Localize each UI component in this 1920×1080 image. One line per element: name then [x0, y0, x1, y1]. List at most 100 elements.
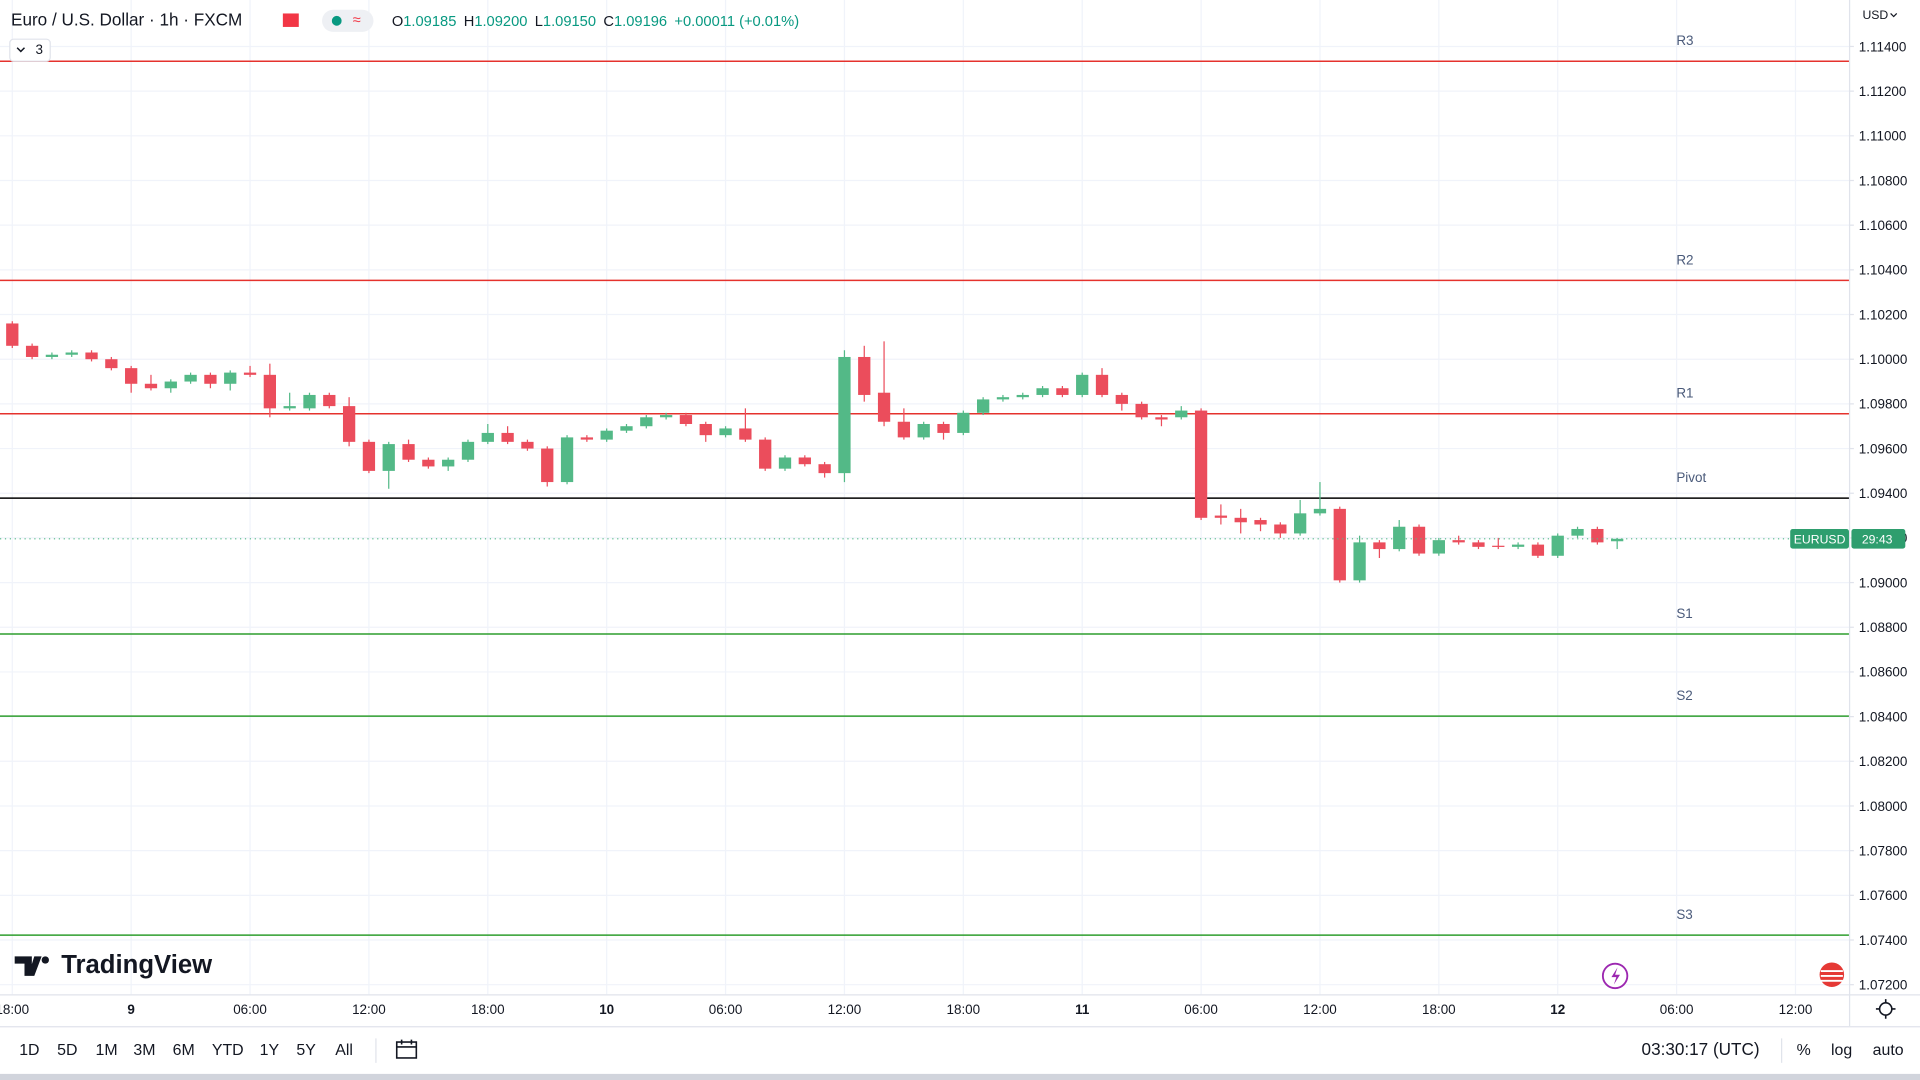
candle-body	[838, 356, 851, 474]
candle-body	[1591, 528, 1604, 543]
pivot-levels: R3 R2 R1 Pivot S1 S2 S3	[0, 33, 1849, 936]
candle-body	[1393, 526, 1406, 550]
candle-body	[620, 426, 633, 431]
candle-body	[600, 430, 613, 440]
status-icon: ≈	[353, 13, 361, 29]
y-tick-label: 1.08000	[1859, 799, 1908, 814]
candle-body	[263, 374, 276, 409]
candle-body	[1254, 520, 1267, 525]
candle-body	[1214, 515, 1228, 518]
candle-body	[1611, 538, 1624, 542]
candle-body	[461, 441, 475, 460]
scale-button[interactable]: auto	[1873, 1042, 1904, 1059]
x-tick-label: 18:00	[946, 1002, 980, 1017]
candle-body	[1333, 508, 1346, 581]
candle-body	[877, 392, 891, 422]
logo-icon	[14, 956, 42, 976]
candle-body	[283, 406, 296, 409]
candle-body	[1571, 528, 1584, 536]
flag-button[interactable]	[1819, 962, 1845, 987]
ohlc-label: H	[464, 14, 475, 30]
range-button[interactable]: 1M	[95, 1042, 117, 1059]
candle-body	[1234, 517, 1247, 523]
candle-body	[996, 397, 1010, 400]
range-button[interactable]: All	[335, 1042, 353, 1059]
candle-body	[1016, 394, 1029, 398]
candle-body	[778, 457, 792, 469]
currency-label[interactable]: USD	[1862, 8, 1888, 22]
y-tick-label: 1.11200	[1859, 84, 1907, 99]
candle-body	[937, 423, 950, 433]
currency-chevron	[1890, 13, 1898, 18]
range-button[interactable]: 5Y	[296, 1042, 316, 1059]
candle-body	[1036, 388, 1049, 395]
ohlc-label: L	[535, 14, 543, 30]
candle-body	[560, 437, 574, 483]
y-tick-label: 1.08400	[1859, 709, 1908, 724]
x-tick-label: 06:00	[233, 1002, 267, 1017]
y-tick-label: 1.07200	[1859, 977, 1908, 992]
pivot-level-label: S2	[1676, 688, 1692, 703]
candle-body	[897, 421, 911, 438]
candle-body	[1095, 374, 1109, 395]
indicator-toggle[interactable]	[9, 38, 51, 62]
candle-body	[659, 415, 673, 418]
overlay-icons	[375, 962, 1896, 1063]
range-button[interactable]: 5D	[57, 1042, 77, 1059]
range-button[interactable]: 1D	[19, 1042, 39, 1059]
x-tick-label: 9	[127, 1002, 134, 1017]
goto-date-button[interactable]	[395, 1041, 418, 1059]
range-button[interactable]: 1Y	[260, 1042, 280, 1059]
clock[interactable]: 03:30:17 (UTC)	[1642, 1039, 1760, 1059]
candle-body	[1412, 526, 1426, 554]
candle-body	[976, 399, 990, 413]
candle-body	[204, 374, 217, 384]
candle-body	[957, 412, 970, 433]
ohlc-value: 1.09196	[614, 14, 667, 30]
candle-body	[422, 459, 435, 467]
legend: Euro / U.S. Dollar · 1h · FXCM ≈ O1.0918…	[9, 8, 1898, 62]
range-button[interactable]: 3M	[133, 1042, 155, 1059]
candle-body	[243, 372, 257, 375]
candle-body	[481, 432, 494, 442]
x-tick-label: 12:00	[352, 1002, 386, 1017]
status-pill	[322, 9, 374, 32]
candle-body	[362, 441, 376, 471]
candle-body	[1511, 544, 1525, 547]
x-tick-label: 18:00	[1422, 1002, 1456, 1017]
y-tick-label: 1.09000	[1859, 575, 1908, 590]
candle-body	[224, 372, 237, 384]
y-tick-label: 1.10800	[1859, 173, 1908, 188]
y-tick-label: 1.11400	[1859, 39, 1907, 54]
candle-body	[679, 415, 693, 424]
pivot-level-label: S3	[1676, 907, 1692, 922]
logo-dot	[41, 956, 49, 964]
candle-body	[1452, 540, 1465, 543]
candle-body	[1472, 542, 1485, 547]
candle-body	[1135, 403, 1148, 418]
range-button[interactable]: 6M	[173, 1042, 195, 1059]
ohlc-value: 1.09150	[543, 14, 596, 30]
scale-button[interactable]: %	[1797, 1042, 1811, 1059]
candle-body	[1492, 545, 1505, 547]
y-tick-label: 1.07600	[1859, 888, 1908, 903]
pivot-level-label: R2	[1676, 252, 1693, 267]
status-dot	[331, 15, 342, 26]
settings-button[interactable]	[1878, 1002, 1893, 1016]
ohlc-label: O	[392, 14, 403, 30]
candle-body	[184, 374, 197, 382]
bottom-strip	[0, 1073, 1920, 1080]
x-tick-label: 06:00	[1660, 1002, 1694, 1017]
y-tick-label: 1.09600	[1859, 441, 1908, 456]
candle-body	[699, 423, 712, 436]
range-button[interactable]: YTD	[212, 1042, 244, 1059]
x-tick-label: 06:00	[1184, 1002, 1218, 1017]
candle-body	[719, 428, 732, 436]
scale-button[interactable]: log	[1831, 1042, 1852, 1059]
candle-body	[144, 383, 158, 389]
candle-body	[303, 394, 316, 409]
pivot-level-label: R3	[1676, 33, 1693, 48]
candle-body	[1115, 394, 1128, 404]
